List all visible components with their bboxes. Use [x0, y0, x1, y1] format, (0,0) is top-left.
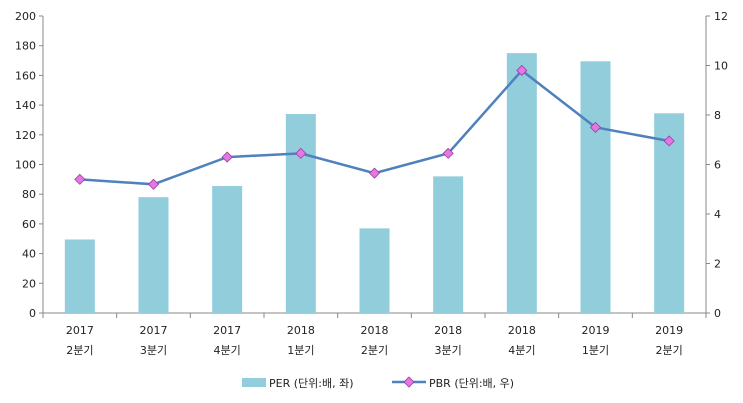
pbr-marker: [221, 151, 233, 163]
per-bar: [359, 228, 390, 313]
x-tick-label-quarter: 4분기: [508, 344, 535, 357]
left-tick-label: 160: [15, 69, 36, 82]
x-tick-label-quarter: 2분기: [361, 344, 388, 357]
pbr-marker: [74, 173, 86, 185]
x-tick-label-year: 2018: [361, 324, 389, 337]
right-tick-label: 4: [714, 208, 721, 221]
x-tick-label-year: 2019: [655, 324, 683, 337]
left-tick-label: 60: [22, 218, 36, 231]
x-tick-label-quarter: 2분기: [656, 344, 683, 357]
per-bar: [285, 114, 316, 313]
per-bar: [506, 53, 537, 313]
pbr-marker: [147, 178, 160, 190]
left-tick-label: 120: [15, 129, 36, 142]
x-tick-label-quarter: 1분기: [287, 344, 314, 357]
right-tick-label: 0: [714, 307, 721, 320]
legend-swatch-per: [242, 378, 266, 387]
per-bar: [138, 197, 169, 313]
x-tick-label-year: 2018: [287, 324, 315, 337]
per-bars: [64, 53, 685, 314]
x-tick-label-year: 2017: [140, 324, 168, 337]
left-tick-label: 0: [29, 307, 36, 320]
pbr-marker: [589, 121, 602, 133]
pbr-line: [74, 64, 675, 190]
x-tick-label-year: 2018: [434, 324, 462, 337]
x-tick-label-year: 2017: [66, 324, 94, 337]
per-bar: [433, 176, 464, 313]
pbr-marker: [442, 147, 454, 159]
left-tick-label: 80: [22, 188, 36, 201]
legend-label-per: PER (단위:배, 좌): [269, 377, 354, 390]
axis-labels: 0 20 40 60 80 100 120 140 160 180 200 0 2 4 6 8 10 12 2017…: [15, 10, 728, 357]
pbr-marker: [368, 167, 381, 179]
per-bar: [580, 61, 611, 314]
x-tick-label-quarter: 4분기: [214, 344, 241, 357]
right-tick-label: 2: [714, 258, 721, 271]
x-tick-label-quarter: 2분기: [66, 344, 93, 357]
pbr-marker: [663, 135, 675, 147]
per-bar: [212, 186, 243, 313]
x-tick-label-quarter: 3분기: [435, 344, 462, 357]
right-tick-label: 10: [714, 60, 728, 73]
right-tick-label: 12: [714, 10, 728, 23]
left-tick-label: 40: [22, 248, 36, 261]
x-tick-label-year: 2017: [213, 324, 241, 337]
x-tick-label-quarter: 1분기: [582, 344, 609, 357]
x-tick-label-year: 2018: [508, 324, 536, 337]
pbr-marker: [295, 147, 307, 159]
right-tick-label: 8: [714, 109, 721, 122]
left-tick-label: 180: [15, 40, 36, 53]
left-tick-label: 140: [15, 99, 36, 112]
x-tick-label-year: 2019: [582, 324, 610, 337]
left-tick-label: 20: [22, 277, 36, 290]
legend: PER (단위:배, 좌) PBR (단위:배, 우): [242, 376, 514, 390]
right-tick-label: 6: [714, 159, 721, 172]
per-bar: [654, 113, 685, 313]
left-tick-label: 200: [15, 10, 36, 23]
per-bar: [64, 239, 95, 313]
legend-swatch-pbr-marker: [403, 376, 415, 388]
x-tick-label-quarter: 3분기: [140, 344, 167, 357]
left-tick-label: 100: [15, 159, 36, 172]
legend-label-pbr: PBR (단위:배, 우): [429, 377, 514, 390]
pbr-marker: [516, 64, 528, 77]
